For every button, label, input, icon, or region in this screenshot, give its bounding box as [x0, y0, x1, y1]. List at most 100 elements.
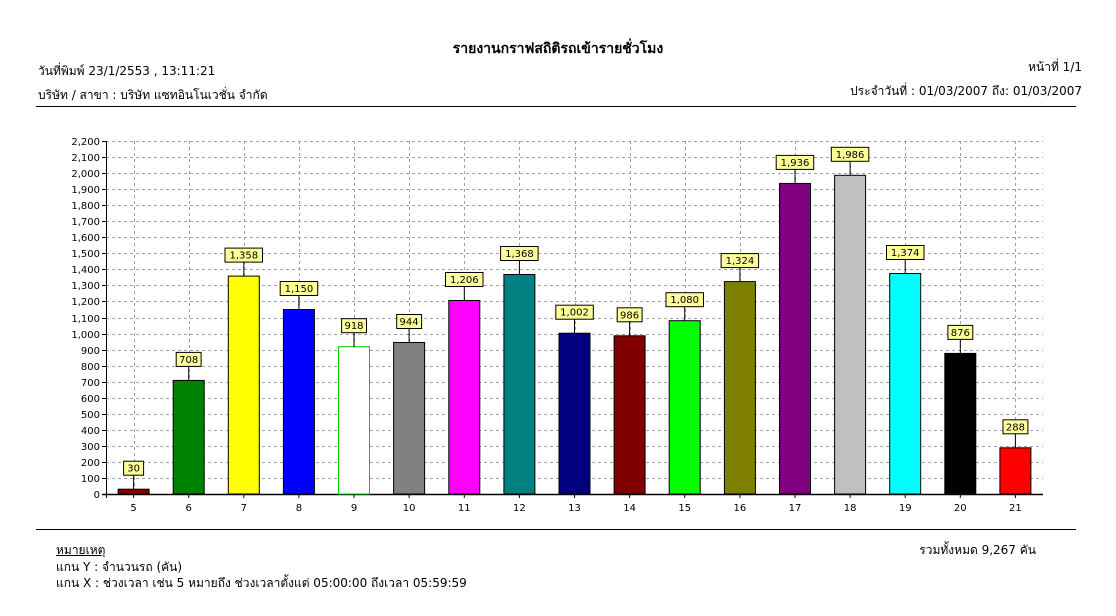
- y-tick-label: 1,900: [71, 185, 100, 196]
- y-tick-label: 800: [81, 362, 100, 373]
- y-tick-label: 1,700: [71, 217, 100, 228]
- y-tick-label: 1,500: [71, 249, 100, 260]
- data-label: 1,206: [450, 275, 479, 286]
- y-tick-label: 1,200: [71, 297, 100, 308]
- data-label: 288: [1006, 422, 1025, 433]
- bar: [889, 273, 922, 495]
- y-tick-label: 0: [94, 490, 100, 501]
- y-tick-label: 1,000: [71, 330, 100, 341]
- bar: [779, 182, 811, 495]
- data-label: 708: [179, 355, 198, 366]
- data-label-box: [224, 247, 263, 263]
- y-tick-label: 700: [81, 378, 100, 389]
- data-label-box: [445, 272, 484, 287]
- x-tick-label: 17: [789, 503, 802, 514]
- y-tick-label: 200: [81, 458, 100, 469]
- x-tick-label: 8: [296, 503, 302, 514]
- data-label-box: [947, 324, 974, 340]
- data-label: 876: [951, 328, 970, 339]
- data-label: 1,002: [560, 308, 589, 319]
- y-tick-label: 900: [81, 346, 100, 357]
- data-label-box: [396, 314, 423, 329]
- data-label-box: [123, 460, 145, 476]
- y-tick-label: 2,000: [71, 169, 100, 180]
- x-tick-label: 7: [241, 503, 247, 514]
- bar: [613, 335, 646, 495]
- date-range: ประจำวันที่ : 01/03/2007 ถึง: 01/03/2007: [850, 84, 1082, 98]
- bar: [558, 332, 591, 495]
- data-label-box: [1002, 419, 1029, 435]
- bar: [944, 352, 977, 495]
- y-tick-label: 1,100: [71, 314, 100, 325]
- data-label: 1,368: [505, 249, 534, 260]
- page-number: หน้าที่ 1/1: [1028, 60, 1082, 74]
- data-label: 1,986: [836, 150, 865, 161]
- data-label: 944: [400, 317, 419, 328]
- company-branch: บริษัท / สาขา : บริษัท แซทอินโนเวชั่น จำ…: [38, 88, 268, 102]
- data-label: 918: [344, 321, 363, 332]
- y-tick-label: 1,800: [71, 201, 100, 212]
- y-tick-label: 100: [81, 474, 100, 485]
- x-tick-label: 19: [899, 503, 912, 514]
- total-count: รวมทั้งหมด 9,267 คัน: [919, 543, 1036, 557]
- x-tick-label: 18: [844, 503, 857, 514]
- y-tick-label: 1,600: [71, 233, 100, 244]
- bar: [834, 174, 867, 495]
- y-tick-label: 400: [81, 426, 100, 437]
- data-label-box: [555, 304, 594, 320]
- data-label-box: [279, 281, 319, 296]
- bar: [282, 309, 315, 495]
- bar: [117, 488, 150, 495]
- data-label: 1,324: [726, 256, 755, 267]
- bar: [503, 274, 536, 495]
- data-label-box: [830, 146, 870, 162]
- print-date: วันที่พิมพ์ 23/1/2553 , 13:11:21: [38, 64, 216, 78]
- y-tick-label: 500: [81, 410, 100, 421]
- data-label: 1,150: [285, 284, 314, 295]
- data-label-box: [720, 253, 760, 269]
- y-tick-label: 1,300: [71, 281, 100, 292]
- data-label-box: [175, 351, 202, 367]
- data-label: 1,080: [670, 295, 699, 306]
- y-tick-label: 2,100: [71, 153, 100, 164]
- data-label: 1,358: [229, 251, 258, 262]
- report-title: รายงานกราฟสถิติรถเข้ารายชั่วโมง: [452, 41, 664, 57]
- bar: [172, 379, 205, 495]
- notes-heading: หมายเหตุ: [56, 543, 106, 557]
- data-label-box: [886, 245, 925, 260]
- y-tick-label: 600: [81, 394, 100, 405]
- y-tick-label: 2,200: [71, 137, 100, 148]
- x-tick-label: 5: [130, 503, 136, 514]
- x-tick-label: 20: [954, 503, 967, 514]
- x-tick-label: 13: [568, 503, 581, 514]
- x-tick-label: 6: [186, 503, 192, 514]
- x-tick-label: 9: [351, 503, 357, 514]
- x-tick-label: 21: [1009, 503, 1022, 514]
- bar: [448, 300, 481, 495]
- data-label-box: [775, 154, 815, 170]
- x-tick-label: 14: [623, 503, 636, 514]
- bar: [723, 281, 756, 495]
- data-label-box: [500, 246, 539, 261]
- footer-divider: [36, 529, 1076, 530]
- data-label-box: [341, 318, 368, 334]
- header-divider: [36, 106, 1076, 107]
- x-axis-note: แกน X : ช่วงเวลา เช่น 5 หมายถึง ช่วงเวลา…: [56, 576, 467, 590]
- data-label-box: [616, 307, 643, 323]
- data-label: 1,936: [781, 158, 810, 169]
- bar: [999, 447, 1032, 495]
- data-label: 986: [620, 310, 639, 321]
- x-tick-label: 11: [458, 503, 471, 514]
- x-tick-label: 16: [734, 503, 747, 514]
- data-label-box: [665, 292, 704, 308]
- bar: [227, 275, 260, 495]
- y-axis-note: แกน Y : จำนวนรถ (คัน): [56, 560, 183, 574]
- bar: [338, 346, 370, 495]
- y-tick-label: 300: [81, 442, 100, 453]
- bar: [668, 320, 701, 495]
- x-tick-label: 15: [678, 503, 691, 514]
- bar-chart: 0 100 200 300 400 500 600 700 800 900 1,000 1,100 1,…: [71, 137, 1043, 514]
- data-label: 1,374: [891, 248, 920, 259]
- bar: [393, 342, 426, 495]
- data-label: 30: [127, 464, 140, 475]
